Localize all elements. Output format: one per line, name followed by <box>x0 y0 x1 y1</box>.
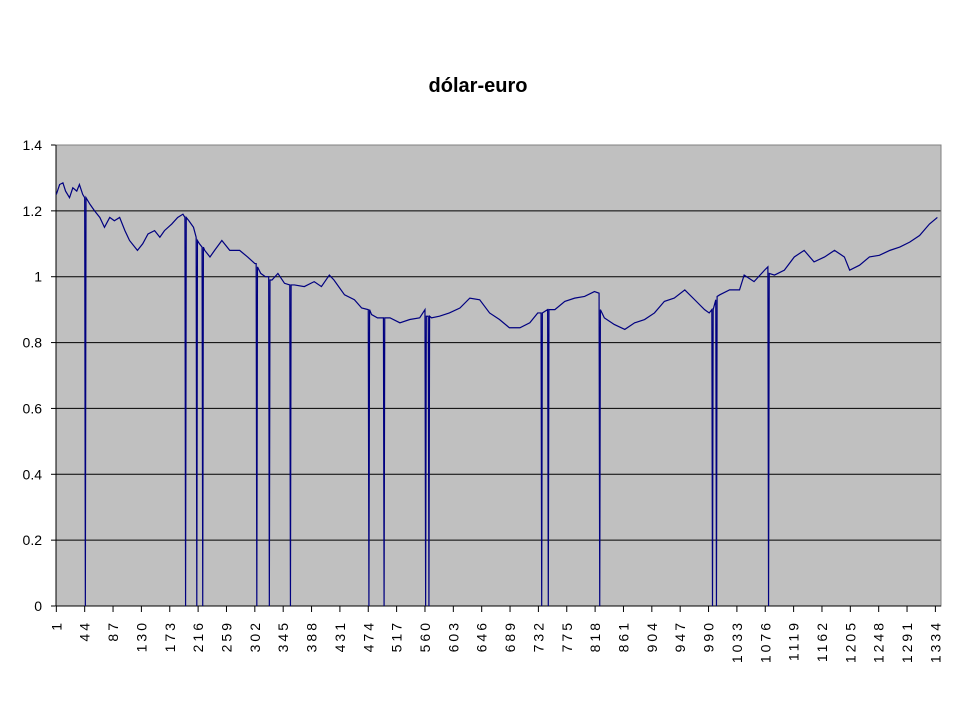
x-tick-label: 689 <box>502 620 518 652</box>
y-tick-label: 0.2 <box>23 532 43 548</box>
x-tick-label: 775 <box>559 620 575 652</box>
x-tick-label: 388 <box>304 620 320 652</box>
x-tick-label: 474 <box>360 620 376 652</box>
y-tick-label: 1.2 <box>23 203 43 219</box>
x-tick-label: 947 <box>672 620 688 652</box>
y-tick-label: 1 <box>34 269 42 285</box>
x-tick-label: 732 <box>530 620 546 652</box>
x-tick-label: 87 <box>105 620 121 642</box>
y-tick-label: 0.8 <box>23 335 43 351</box>
x-tick-label: 259 <box>218 620 234 652</box>
y-tick-label: 1.4 <box>23 137 43 153</box>
x-tick-label: 1248 <box>871 620 887 663</box>
y-tick-label: 0.6 <box>23 400 43 416</box>
x-tick-label: 44 <box>77 620 93 642</box>
x-tick-label: 818 <box>587 620 603 652</box>
x-tick-label: 1205 <box>842 620 858 663</box>
x-tick-label: 1334 <box>927 620 943 663</box>
x-tick-label: 216 <box>190 620 206 652</box>
x-tick-label: 603 <box>445 620 461 652</box>
x-tick-label: 1076 <box>757 620 773 663</box>
x-tick-label: 861 <box>615 620 631 652</box>
x-tick-label: 1162 <box>814 620 830 662</box>
x-tick-label: 302 <box>247 620 263 652</box>
x-tick-label: 560 <box>417 620 433 652</box>
plot-area <box>56 145 941 606</box>
x-tick-label: 646 <box>474 620 490 652</box>
x-tick-label: 1119 <box>786 620 802 661</box>
x-tick-label: 904 <box>644 620 660 652</box>
y-tick-label: 0.4 <box>23 466 43 482</box>
x-tick-label: 173 <box>162 620 178 652</box>
x-tick-label: 1033 <box>729 620 745 663</box>
x-tick-label: 1 <box>48 620 64 631</box>
y-tick-label: 0 <box>34 598 42 614</box>
x-tick-label: 1291 <box>899 620 915 663</box>
x-tick-label: 431 <box>332 620 348 652</box>
chart-title: dólar-euro <box>429 75 528 97</box>
data-line <box>55 182 938 607</box>
x-tick-label: 130 <box>133 620 149 652</box>
x-tick-label: 990 <box>701 620 717 652</box>
x-tick-label: 345 <box>275 620 291 652</box>
x-tick-label: 517 <box>389 620 405 652</box>
